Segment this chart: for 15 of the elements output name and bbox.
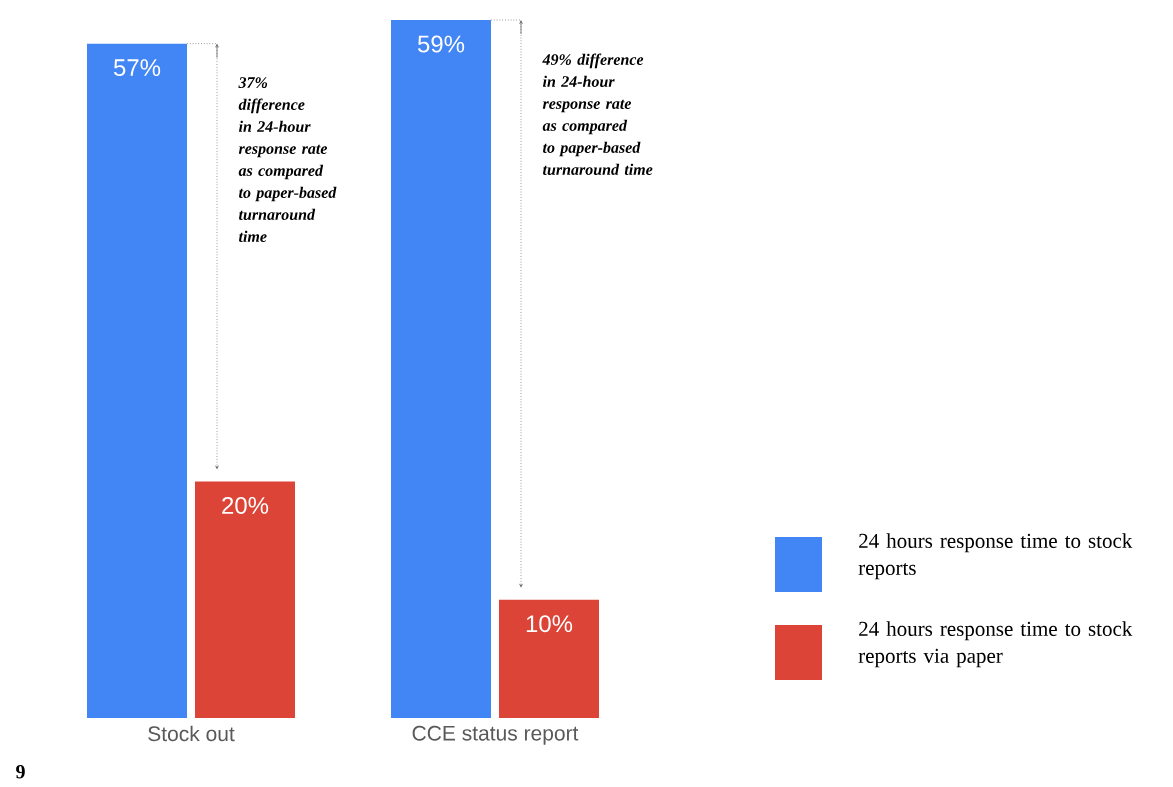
x-tick-label: Stock out (148, 725, 235, 742)
annotation: 37% difference in 24-hour response rate as compared to paper-based turnaround time (238, 77, 337, 242)
bar (499, 599, 600, 718)
bar (195, 481, 296, 718)
x-tick-label: CCE status report (412, 725, 579, 745)
text: 24 hours response time to stock reports via paper (858, 621, 1133, 668)
data-label: 20% (222, 496, 269, 514)
text: 9 (16, 765, 25, 779)
annotation: 49% difference in 24-hour response rate as compared to paper-based turnaround time (542, 53, 653, 175)
text: 24 hours response time to stock reports (858, 533, 1133, 580)
bar (87, 43, 188, 718)
data-label: 10% (526, 615, 573, 633)
data-label: 57% (113, 59, 161, 77)
bar (391, 19, 492, 718)
data-label: 59% (417, 35, 465, 53)
